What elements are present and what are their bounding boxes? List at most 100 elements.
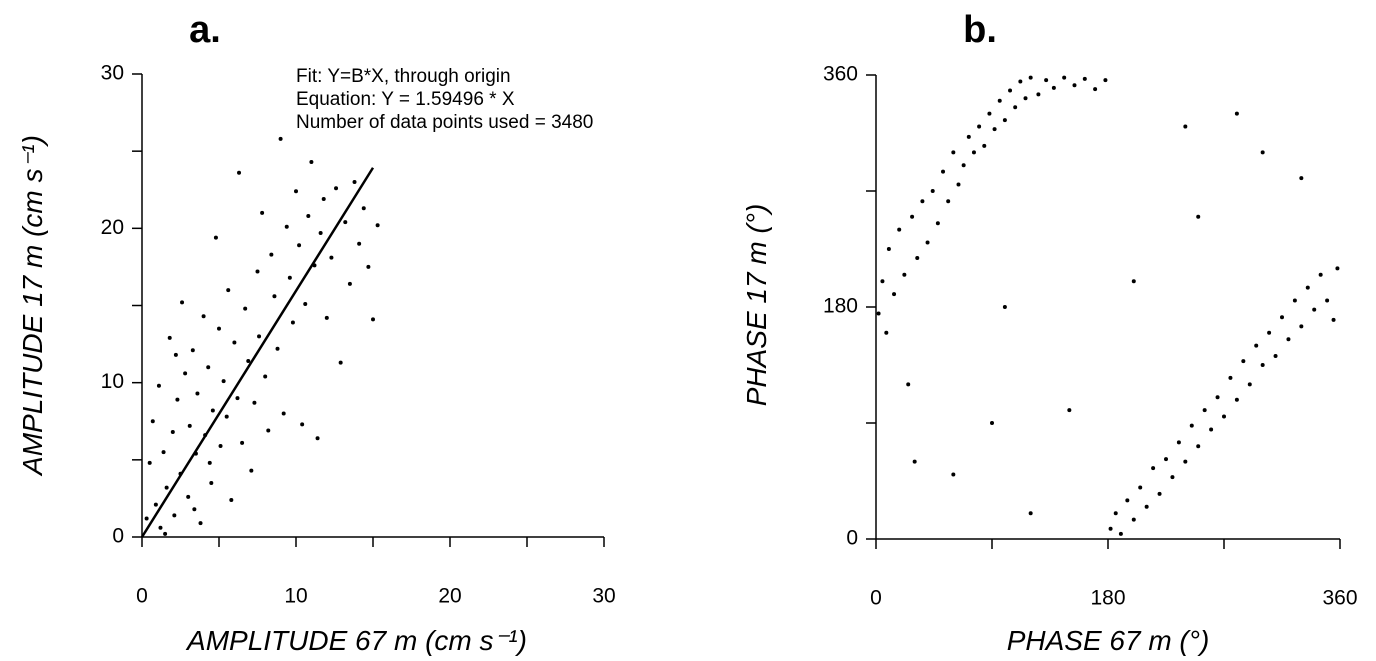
point (1331, 317, 1336, 322)
y-tick-label: 0 (112, 525, 124, 548)
point (1247, 382, 1252, 387)
point (1164, 457, 1168, 462)
point (232, 340, 237, 345)
point (361, 206, 366, 211)
point (255, 269, 260, 274)
point (1215, 395, 1220, 400)
point (272, 294, 277, 299)
point (210, 408, 215, 413)
point (187, 423, 192, 428)
point (290, 320, 295, 325)
point (1103, 78, 1108, 83)
point (352, 180, 357, 185)
point (987, 111, 992, 116)
x-tick-label: 10 (284, 585, 307, 608)
point (1072, 83, 1077, 88)
point (1093, 87, 1098, 92)
y-tick-label: 20 (101, 216, 124, 239)
point (275, 346, 280, 351)
point (1036, 92, 1041, 97)
y-tick-label: 0 (846, 527, 858, 550)
point (1280, 315, 1284, 320)
point (1002, 305, 1007, 309)
point (1196, 214, 1201, 219)
chart-title: a. (189, 9, 221, 51)
point (961, 163, 966, 168)
point (190, 348, 195, 353)
point (1018, 79, 1023, 84)
x-tick-label: 0 (136, 585, 148, 608)
point (1234, 111, 1239, 116)
y-tick-label: 30 (101, 62, 124, 85)
point (1335, 266, 1340, 271)
annotation: Fit: Y=B*X, through origin (296, 66, 511, 87)
point (1062, 75, 1067, 80)
point (1118, 531, 1123, 536)
point (1305, 285, 1310, 290)
point (992, 127, 997, 132)
chart-title: b. (963, 9, 997, 51)
y-tick-label: 360 (823, 63, 858, 86)
point (1131, 279, 1136, 284)
y-tick-label: 180 (823, 295, 858, 318)
point (892, 292, 897, 297)
point (183, 371, 188, 376)
fit-line (140, 167, 375, 538)
point (297, 243, 302, 248)
point (1202, 408, 1207, 413)
point (1260, 363, 1265, 367)
point (144, 516, 149, 521)
point (235, 396, 240, 401)
point (180, 300, 185, 305)
point (1008, 88, 1013, 93)
point (1138, 485, 1143, 490)
point (309, 159, 314, 164)
point (371, 317, 375, 322)
y-axis-title: AMPLITUDE 17 m (cm s⁻¹) (17, 135, 48, 477)
point (284, 224, 289, 229)
point (172, 513, 177, 518)
point (260, 210, 265, 215)
point (266, 428, 271, 433)
point (206, 365, 211, 370)
point (347, 281, 352, 286)
point (1209, 427, 1214, 432)
point (178, 471, 183, 476)
point (1318, 272, 1323, 277)
point (158, 525, 163, 530)
point (221, 379, 226, 384)
point (334, 186, 339, 191)
point (257, 334, 262, 339)
x-axis-title: PHASE 67 m (°) (1007, 625, 1210, 656)
point (357, 241, 362, 246)
point (315, 436, 320, 441)
point (324, 315, 329, 320)
point (1196, 444, 1201, 449)
point (224, 414, 229, 419)
point (164, 485, 169, 490)
point (213, 235, 218, 240)
point (951, 472, 956, 477)
point (269, 252, 274, 257)
point (218, 443, 223, 448)
point (240, 440, 245, 445)
point (375, 223, 380, 228)
point (161, 450, 166, 455)
point (910, 214, 915, 219)
point (1286, 337, 1291, 342)
x-axis-title: AMPLITUDE 67 m (cm s⁻¹) (185, 625, 527, 656)
point (1113, 511, 1118, 516)
point (1108, 526, 1113, 531)
annotation: Equation: Y = 1.59496 * X (296, 89, 515, 110)
point (1170, 475, 1175, 480)
point (1222, 414, 1226, 419)
point (941, 169, 946, 174)
point (1151, 466, 1156, 471)
point (1183, 459, 1188, 464)
point (263, 374, 268, 379)
point (1044, 78, 1049, 83)
point (1273, 353, 1278, 358)
point (880, 279, 885, 284)
point (884, 330, 889, 335)
point (226, 288, 231, 293)
